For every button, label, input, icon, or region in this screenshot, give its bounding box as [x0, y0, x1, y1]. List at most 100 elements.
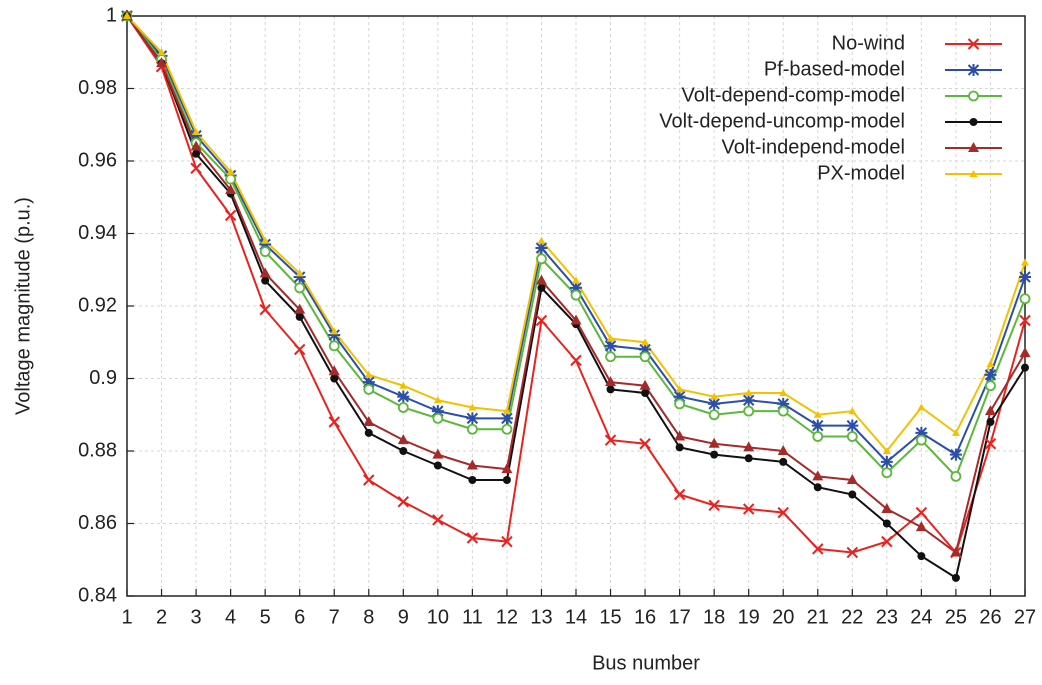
marker: [431, 405, 444, 418]
marker: [468, 476, 477, 484]
marker: [570, 314, 582, 325]
legend-label: Volt-depend-comp-model: [682, 84, 905, 106]
x-tick-label: 21: [807, 606, 829, 628]
marker: [605, 351, 616, 363]
x-tick-label: 27: [1014, 606, 1036, 628]
legend-label: No-wind: [832, 32, 905, 54]
marker: [950, 546, 962, 557]
marker: [259, 267, 271, 278]
x-tick-label: 19: [738, 606, 760, 628]
marker: [777, 397, 790, 410]
marker: [986, 418, 995, 426]
marker: [572, 276, 580, 284]
marker: [967, 64, 980, 76]
marker: [984, 438, 997, 450]
x-tick-label: 22: [841, 606, 863, 628]
x-tick-label: 8: [363, 606, 374, 628]
marker: [813, 483, 822, 492]
marker: [915, 506, 928, 519]
marker: [261, 276, 270, 285]
x-tick-label: 3: [191, 606, 202, 628]
marker: [968, 90, 979, 102]
marker: [1019, 314, 1031, 327]
y-tick-label: 0.94: [78, 222, 117, 244]
marker: [328, 416, 340, 428]
marker: [328, 329, 341, 341]
x-tick-label: 18: [703, 606, 725, 628]
marker: [1021, 258, 1029, 266]
marker: [364, 370, 373, 378]
marker: [812, 470, 824, 481]
marker: [363, 474, 375, 486]
marker: [708, 437, 720, 448]
x-tick-label: 14: [565, 606, 587, 628]
x-tick-label: 15: [599, 606, 621, 628]
marker: [397, 402, 409, 413]
marker: [950, 470, 962, 482]
marker: [397, 434, 409, 445]
marker: [743, 441, 755, 452]
marker: [881, 503, 893, 513]
marker: [190, 162, 202, 174]
x-tick-label: 7: [329, 606, 340, 628]
marker: [639, 379, 651, 390]
x-tick-label: 24: [910, 606, 932, 628]
legend-label: Volt-independ-model: [722, 136, 905, 158]
marker: [710, 392, 719, 400]
marker: [570, 354, 582, 367]
marker: [363, 416, 375, 426]
marker: [363, 383, 375, 395]
x-tick-label: 16: [634, 606, 656, 628]
marker: [673, 488, 686, 501]
legend-label: Volt-depend-uncomp-model: [659, 110, 905, 132]
marker: [846, 431, 858, 442]
marker: [605, 376, 617, 387]
marker: [328, 340, 340, 352]
x-tick-label: 11: [462, 606, 483, 628]
marker: [501, 535, 513, 548]
marker: [779, 389, 788, 396]
marker: [432, 514, 444, 526]
marker: [985, 380, 996, 392]
x-tick-label: 25: [945, 606, 967, 628]
marker: [880, 455, 893, 468]
marker: [293, 343, 306, 356]
marker: [986, 360, 995, 367]
y-tick-label: 1: [106, 4, 117, 26]
y-axis-label: Voltage magnitude (p.u.): [12, 197, 34, 415]
marker: [848, 407, 857, 415]
y-tick-label: 0.88: [78, 439, 117, 461]
marker: [673, 390, 686, 403]
marker: [224, 209, 237, 222]
marker: [674, 398, 686, 410]
marker: [226, 167, 235, 175]
marker: [917, 552, 926, 561]
marker: [915, 434, 927, 446]
y-tick-label: 0.98: [78, 77, 117, 99]
x-tick-label: 10: [427, 606, 449, 628]
marker: [1019, 347, 1031, 358]
marker: [742, 394, 755, 407]
marker: [535, 242, 548, 254]
plot-frame: [126, 15, 1026, 597]
x-tick-label: 17: [668, 606, 690, 628]
marker: [639, 351, 651, 363]
x-tick-label: 4: [225, 606, 236, 628]
marker: [293, 271, 306, 283]
marker: [777, 405, 789, 417]
marker: [294, 282, 306, 294]
marker: [190, 129, 203, 142]
x-tick-label: 12: [496, 606, 518, 628]
marker: [502, 407, 511, 415]
marker: [915, 426, 928, 439]
marker: [675, 443, 684, 452]
marker: [708, 397, 721, 410]
marker: [743, 405, 755, 417]
marker: [812, 543, 824, 555]
marker: [846, 474, 858, 484]
marker: [606, 385, 615, 394]
legend: No-wind Pf-based-model Volt-depend-comp-mo…: [659, 32, 1002, 184]
x-tick-label: 6: [294, 606, 305, 628]
